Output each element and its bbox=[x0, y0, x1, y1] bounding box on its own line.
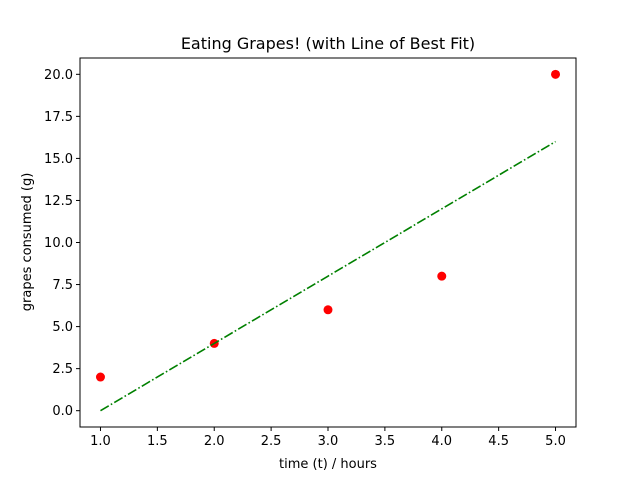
y-tick-label: 12.5 bbox=[44, 194, 73, 209]
y-tick-label: 17.5 bbox=[44, 110, 73, 125]
data-point bbox=[551, 69, 561, 79]
x-tick-label: 1.0 bbox=[90, 434, 111, 449]
y-tick-label: 7.5 bbox=[52, 278, 73, 293]
x-tick-label: 2.5 bbox=[261, 434, 282, 449]
x-tick-label: 3.0 bbox=[318, 434, 339, 449]
x-tick-label: 4.0 bbox=[431, 434, 452, 449]
x-axis-ticks: 1.0 1.5 2.0 2.5 3.0 3.5 4.0 4.5 5.0 bbox=[90, 427, 566, 449]
x-tick-label: 1.5 bbox=[147, 434, 168, 449]
best-fit-line bbox=[100, 140, 556, 412]
y-axis-ticks: 0.0 2.5 5.0 7.5 10.0 12.5 15.0 17.5 20.0 bbox=[44, 68, 80, 419]
plot-marks bbox=[95, 69, 561, 412]
x-axis-label: time (t) / hours bbox=[279, 457, 377, 472]
y-axis-label: grapes consumed (g) bbox=[20, 173, 35, 312]
y-tick-label: 0.0 bbox=[52, 404, 73, 419]
x-tick-label: 3.5 bbox=[375, 434, 396, 449]
x-tick-label: 4.5 bbox=[488, 434, 509, 449]
y-tick-label: 2.5 bbox=[52, 362, 73, 377]
y-tick-label: 5.0 bbox=[52, 320, 73, 335]
data-point bbox=[95, 372, 105, 382]
chart-title: Eating Grapes! (with Line of Best Fit) bbox=[181, 34, 475, 53]
axes-frame bbox=[79, 57, 577, 428]
y-tick-label: 15.0 bbox=[44, 152, 73, 167]
y-tick-label: 20.0 bbox=[44, 68, 73, 83]
y-tick-label: 10.0 bbox=[44, 236, 73, 251]
x-tick-label: 5.0 bbox=[545, 434, 566, 449]
data-point bbox=[437, 271, 447, 281]
x-tick-label: 2.0 bbox=[204, 434, 225, 449]
data-point bbox=[323, 305, 333, 315]
